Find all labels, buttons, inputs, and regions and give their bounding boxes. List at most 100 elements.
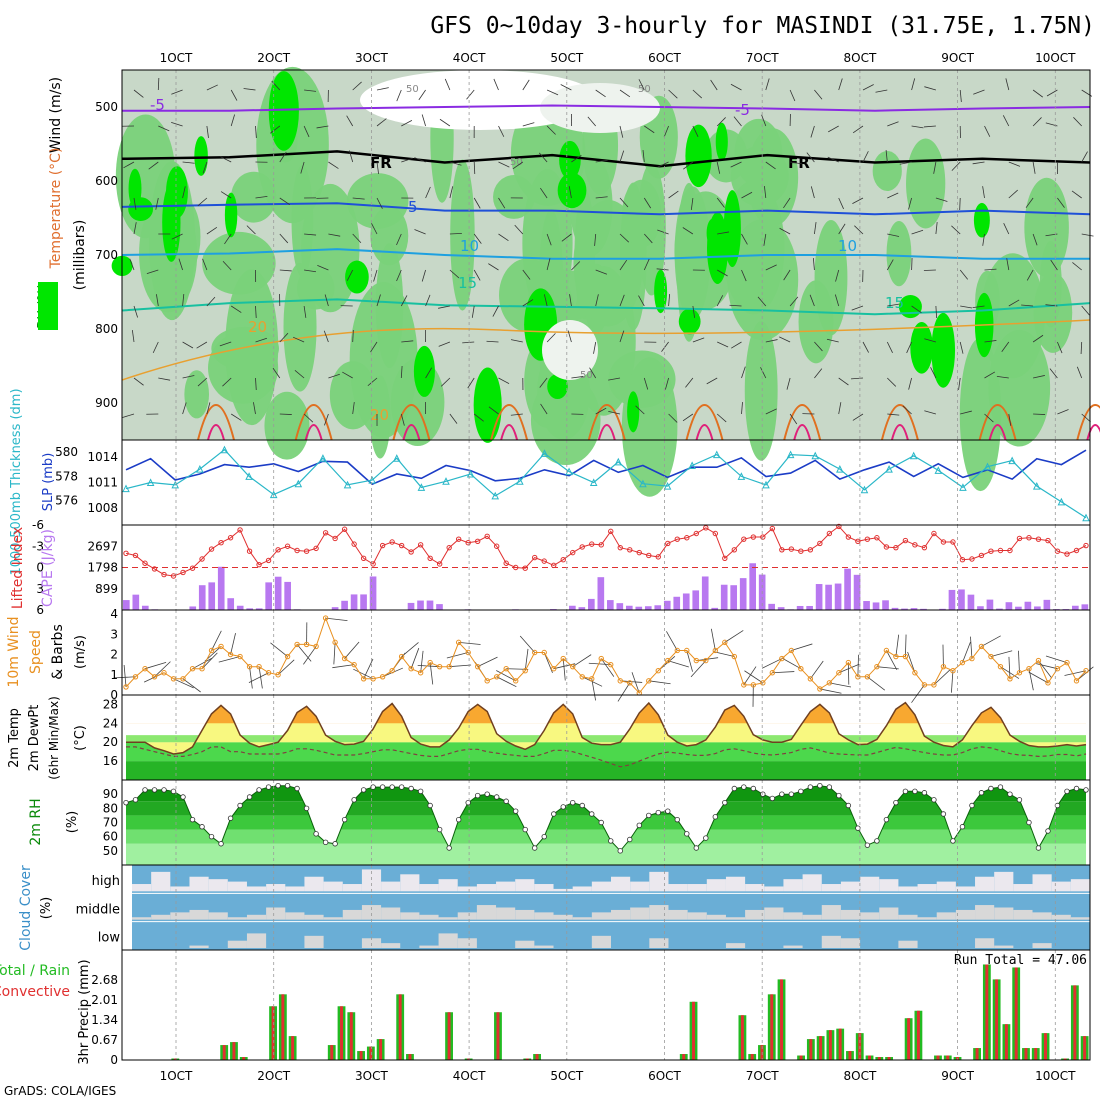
wind10-barb	[230, 633, 236, 655]
upper-wind-barb	[757, 296, 767, 307]
rh-mid-blob	[225, 269, 279, 426]
rh-point	[779, 791, 785, 797]
wind10-barb	[333, 642, 336, 665]
contour-label: -5	[150, 96, 165, 114]
upper-wind-barb	[587, 116, 597, 127]
cape-bar	[625, 605, 633, 610]
lifted-index-point	[788, 546, 795, 552]
upper-wind-barb	[488, 263, 499, 271]
contour-warm-arch	[294, 404, 333, 441]
panel-frame-wind10	[121, 609, 1091, 696]
wind10-point	[503, 665, 509, 672]
cloud-bar-middle	[476, 905, 497, 920]
upper-wind-barb	[473, 197, 481, 209]
wind10-barb	[211, 630, 222, 651]
upper-wind-barb	[1081, 233, 1094, 237]
lifted-index-point	[218, 540, 224, 546]
lifted-index-point	[779, 547, 785, 553]
upper-wind-barb	[814, 341, 823, 352]
rh-mid-blob	[980, 253, 1045, 379]
upper-wind-barb	[328, 161, 339, 169]
cloud-bar-high	[381, 881, 401, 892]
lifted-index-point	[589, 541, 595, 547]
wind10-point	[180, 676, 186, 682]
rh-point	[532, 845, 538, 851]
rh-low-area	[542, 320, 598, 380]
upper-wind-barb	[543, 294, 548, 307]
upper-wind-barb	[765, 339, 778, 343]
wind10-point	[693, 657, 699, 664]
wind10-barb	[173, 678, 194, 689]
wind10-point	[617, 678, 623, 684]
wind10-barb	[867, 676, 886, 691]
wind10-point	[940, 663, 947, 670]
wind10-point	[417, 670, 424, 676]
upper-wind-barb	[304, 233, 317, 236]
wind10-point	[189, 665, 196, 672]
rh-high-blob	[413, 345, 435, 397]
cloud-bar-middle	[285, 912, 305, 920]
upper-wind-barb	[812, 258, 815, 271]
upper-wind-barb	[851, 377, 864, 380]
upper-wind-barb	[219, 341, 232, 347]
lifted-index-y-tick: -6	[32, 518, 44, 532]
precip-conv-bar	[740, 1015, 744, 1060]
upper-wind-barb	[682, 413, 694, 422]
upper-wind-barb	[182, 186, 186, 199]
cloud-bar-low	[821, 935, 841, 948]
upper-wind-barb	[809, 294, 815, 307]
wind10-barb	[648, 680, 671, 685]
upper-ylabel-wind: Wind (m/s)	[48, 77, 64, 153]
upper-wind-barb	[462, 341, 475, 344]
contour-hot-arch	[890, 424, 909, 441]
rh-mid-blob	[744, 321, 778, 461]
upper-wind-barb	[473, 269, 481, 281]
wind10-barb	[506, 668, 529, 670]
rh-point	[912, 788, 918, 795]
wind10-barb	[258, 666, 263, 689]
upper-wind-barb	[595, 89, 606, 98]
rh-high-blob	[685, 124, 712, 188]
cloud-bar-low	[975, 938, 995, 948]
upper-wind-barb	[352, 81, 362, 91]
upper-wind-barb	[682, 227, 694, 235]
wind10-point	[750, 682, 757, 688]
rh-point	[398, 784, 405, 790]
upper-wind-barb	[202, 258, 208, 271]
cloud-bar-middle	[955, 909, 976, 920]
upper-wind-barb	[473, 161, 476, 175]
precip-conv-bar	[877, 1057, 881, 1060]
upper-wind-barb	[493, 78, 499, 91]
rh-point	[379, 784, 386, 790]
upper-wind-barb	[498, 197, 506, 209]
wind10-barb	[477, 656, 498, 668]
wind10-ylabel-barbs: & Barbs	[50, 624, 66, 680]
thickness-point	[196, 465, 204, 473]
thickness-point	[737, 472, 746, 480]
temp-warm-fill	[126, 702, 1086, 754]
precip-conv-bar	[271, 1006, 275, 1060]
upper-wind-barb	[1076, 366, 1083, 379]
wind10-barb	[819, 688, 842, 694]
upper-wind-barb	[133, 305, 138, 318]
upper-wind-barb	[851, 305, 864, 311]
rh-point	[684, 831, 690, 837]
cloud-level-label: middle	[76, 902, 120, 917]
wind10-barb	[572, 654, 592, 668]
wind10-point	[474, 663, 481, 670]
lifted-index-point	[902, 537, 909, 544]
lifted-index-point	[484, 533, 490, 540]
upper-wind-barb	[498, 125, 505, 137]
wind10-barb	[417, 664, 440, 668]
cape-bar	[720, 584, 728, 610]
upper-wind-barb	[638, 295, 645, 307]
upper-wind-barb	[960, 305, 973, 309]
cape-bar	[569, 605, 576, 610]
wind10-point	[199, 665, 205, 672]
cloud-bar-middle	[898, 914, 918, 920]
cloud-bar-low	[783, 945, 803, 948]
upper-wind-barb	[255, 305, 257, 319]
rh-point	[902, 788, 909, 795]
wind10-barb	[857, 654, 859, 677]
cloud-bar-high	[687, 884, 707, 892]
